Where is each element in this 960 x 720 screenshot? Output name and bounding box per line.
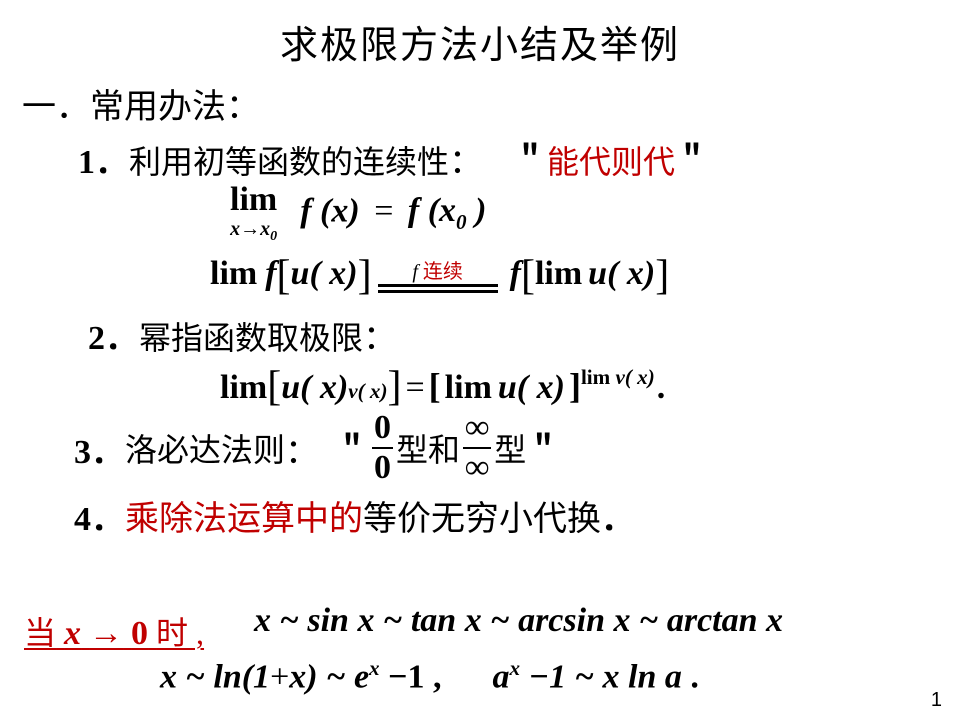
e2-d: a	[492, 658, 509, 695]
f2-u1: u( x)	[291, 255, 358, 293]
e2-b: x) ~ e	[289, 658, 369, 695]
item-2-colon: ：	[363, 320, 397, 357]
e2-sx1: x	[369, 656, 380, 680]
item-4: 4．乘除法运算中的等价无穷小代换．	[74, 491, 940, 540]
rbracket-4: ]	[569, 365, 581, 407]
lbracket-3: [	[267, 363, 281, 411]
when-x: x	[64, 615, 81, 652]
section-1-text: 常用办法	[90, 89, 226, 126]
f3-u2: u( x)	[498, 369, 565, 407]
item-4-num: 4．	[74, 501, 125, 538]
f3-lim2: lim	[445, 369, 492, 407]
formula-continuity: lim x→x0 f (x) = f (x0 )	[230, 183, 940, 244]
item-1-quote: 能代则代	[547, 144, 675, 180]
item-1-text: 利用初等函数的连续性	[129, 144, 449, 180]
colon: ：	[226, 89, 260, 126]
f1-eq: =	[374, 192, 393, 229]
page-title: 求极限方法小结及举例	[20, 14, 940, 69]
frac-0-0: 0 0	[372, 411, 393, 485]
item-3-text: 洛必达法则	[125, 425, 285, 471]
e2-a: x ~ ln(1	[160, 658, 270, 695]
formula-power-exp: lim [u( x)v( x)] = [ lim u( x) ] lim v( …	[220, 361, 940, 409]
rbracket-1: ]	[358, 252, 372, 300]
f1-lhs: f (x)	[300, 192, 359, 229]
item-2-num: 2．	[88, 320, 139, 357]
equiv-line-1: x ~ sin x ~ tan x ~ arcsin x ~ arctan x	[254, 602, 783, 640]
f2-u2: u( x)	[588, 255, 655, 293]
f2-f2: f	[510, 255, 521, 293]
item-3-num: 3．	[74, 424, 125, 473]
item-2: 2．幂指函数取极限：	[88, 310, 940, 359]
lbracket-1: [	[277, 252, 291, 300]
item-3-mid1: 型和	[396, 425, 460, 471]
quote-right-3: ＂	[526, 424, 560, 473]
over-f: f	[412, 261, 423, 283]
item-1: 1．利用初等函数的连续性： ＂能代则代＂	[78, 134, 940, 183]
f1-rhs-a: f (x	[408, 192, 456, 229]
e2-c: −1 ,	[388, 658, 441, 695]
rbracket-3: ]	[387, 363, 401, 411]
item-3-mid2: 型	[494, 425, 526, 471]
formula-composite: lim f [u( x)] f 连续 f [limu( x)]	[210, 250, 940, 298]
frac-id: ∞	[463, 451, 491, 485]
lim-sub-zero: 0	[270, 229, 277, 244]
when-prefix: 当	[24, 615, 56, 651]
when-x-to-0: 当 x → 0 时 ,	[24, 608, 204, 654]
item-4-dot: ．	[601, 501, 635, 538]
labeled-equals: f 连续	[378, 255, 498, 293]
page-number: 1	[931, 689, 942, 712]
lbracket-2: [	[521, 252, 535, 300]
when-arrow: →	[89, 615, 123, 652]
item-4-red: 乘除法运算中的	[125, 501, 363, 538]
frac-in: ∞	[463, 411, 491, 445]
over-continuous: 连续	[423, 261, 463, 283]
section-1-num: 一．	[22, 89, 90, 126]
item-3-colon: ：	[285, 424, 319, 473]
f3-exp1: v( x)	[348, 379, 387, 404]
equiv-line-2: x ~ ln(1+x) ~ ex −1 , ax −1 ~ x ln a .	[160, 656, 699, 696]
f2-f1: f	[265, 255, 276, 293]
f1-rhs: f (x0 )	[408, 192, 487, 229]
quote-left-1: ＂	[513, 144, 547, 181]
rbracket-2: ]	[655, 252, 669, 300]
item-1-colon: ：	[449, 144, 483, 181]
e2-sx2: x	[509, 656, 520, 680]
frac-0n: 0	[372, 411, 393, 445]
e2-plus: +	[270, 658, 289, 695]
item-4-text: 等价无穷小代换	[363, 501, 601, 538]
when-zero: 0	[131, 615, 148, 652]
when-suffix: 时 ,	[156, 615, 204, 651]
f3-dot: .	[657, 369, 666, 407]
quote-left-3: ＂	[335, 424, 369, 473]
lim-symbol: lim x→x0	[230, 183, 277, 244]
lim-word: lim	[230, 183, 277, 217]
f3-lim1: lim	[220, 369, 267, 407]
item-1-num: 1．	[78, 144, 129, 181]
f2-lim2: lim	[535, 255, 582, 293]
e2-gap	[450, 658, 484, 695]
item-2-text: 幂指函数取极限	[139, 320, 363, 356]
item-3: 3．洛必达法则： ＂ 0 0 型和 ∞ ∞ 型 ＂	[74, 411, 940, 485]
lim-sub: x→x0	[230, 219, 277, 244]
quote-right-1: ＂	[675, 144, 709, 181]
e2-e: −1 ~ x ln a	[529, 658, 682, 695]
f3-exp2-v: v( x)	[616, 365, 655, 389]
f1-rhs-zero: 0	[456, 210, 467, 234]
lim-sub-text: x→x	[230, 218, 270, 240]
frac-inf-inf: ∞ ∞	[463, 411, 491, 485]
f1-rhs-close: )	[467, 192, 487, 229]
lbracket-4: [	[429, 365, 441, 407]
f3-eq: =	[405, 369, 424, 407]
e2-dot: .	[682, 658, 699, 695]
f3-u1: u( x)	[281, 369, 348, 407]
f3-exp2: lim v( x)	[581, 365, 655, 390]
section-1-heading: 一．常用办法：	[22, 79, 940, 128]
frac-0d: 0	[372, 451, 393, 485]
f2-lim1: lim	[210, 255, 257, 293]
